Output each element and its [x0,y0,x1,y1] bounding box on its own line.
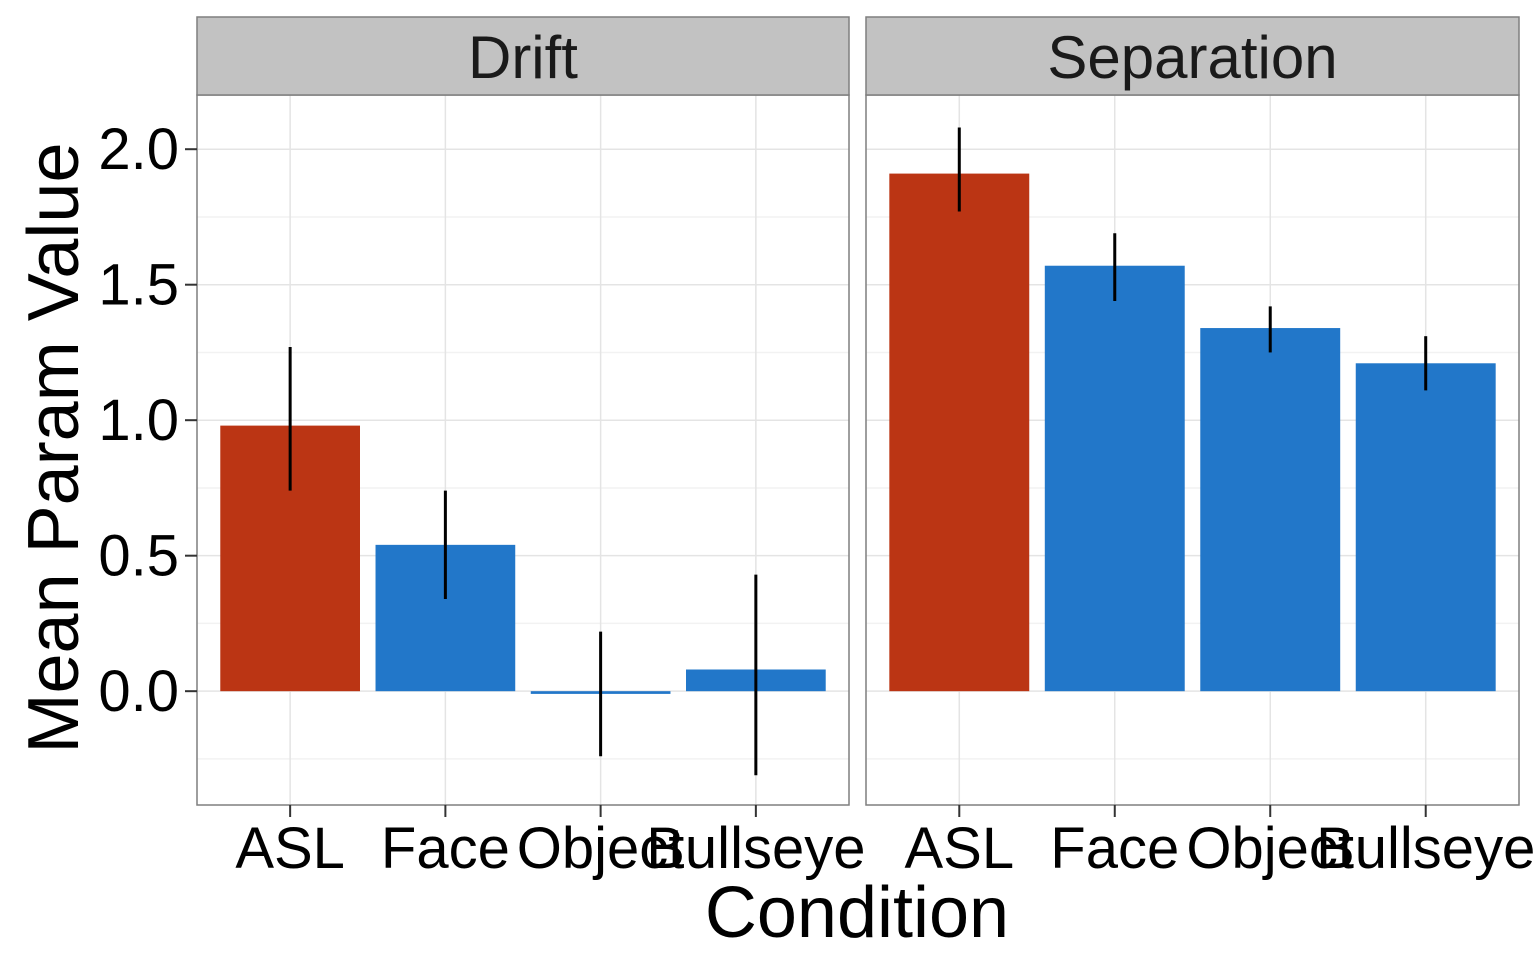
x-tick-label: ASL [235,816,345,881]
x-tick-label: Face [381,816,510,881]
bar-separation-face [1044,265,1185,692]
bar-separation-object [1200,328,1341,692]
x-tick-label: Object [1186,816,1354,881]
bar-separation-asl [889,173,1030,692]
facet-strip-background [196,16,850,96]
x-tick-label: Object [517,816,685,881]
x-tick-label: Bullseye [1316,816,1535,881]
bar-separation-bullseye [1355,363,1496,692]
bars-layer [220,173,1496,694]
x-tick-label: Bullseye [646,816,865,881]
facet-strip-label: Separation [1047,24,1337,91]
facet-strip-label: Drift [468,24,578,91]
facet-strip-background [865,16,1520,96]
x-tick-label: Face [1050,816,1179,881]
y-tick-label: 0.0 [98,659,179,724]
facet-strips: Drift Separation [196,16,1520,96]
y-tick-label: 1.5 [98,253,179,318]
y-tick-label: 2.0 [98,117,179,182]
y-tick-label: 1.0 [98,388,179,453]
x-axis-title: Condition [705,873,1009,953]
x-tick-label: ASL [904,816,1014,881]
error-bars-layer [288,127,1428,776]
y-tick-label: 0.5 [98,524,179,589]
y-axis-title: Mean Param Value [14,143,94,754]
